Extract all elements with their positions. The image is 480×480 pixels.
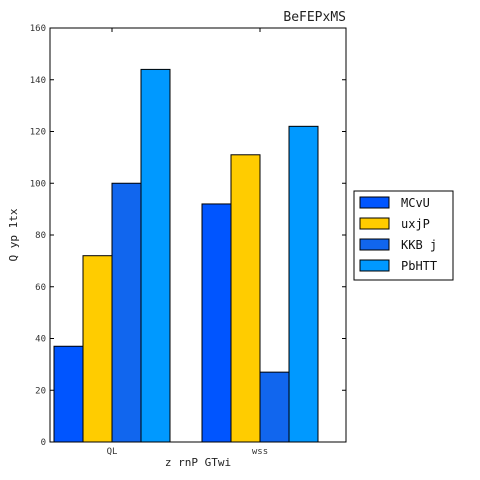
legend: MCvU uxjP KKB j PbHTT [353,190,454,281]
y-tick-label: 140 [30,76,46,86]
y-axis-ticks: 0 20 40 60 80 100 120 140 160 [30,24,346,448]
y-tick-label: 160 [30,24,46,34]
y-tick-label: 80 [35,231,46,241]
legend-label: uxjP [401,217,430,231]
bars-group [53,68,319,443]
bar-uxjP-QL [82,255,113,443]
plot-frame [49,27,347,443]
x-tick-label: QL [107,447,118,457]
x-axis-ticks: QL wss [107,28,268,457]
legend-swatch [359,259,390,272]
y-tick-label: 20 [35,386,46,396]
y-tick-label: 120 [30,128,46,138]
y-axis-title: Q yp 1tx [7,208,20,261]
y-tick-label: 60 [35,283,46,293]
bar-KKB-j-wss [259,371,290,443]
bar-KKB-j-QL [111,182,142,443]
bar-uxjP-wss [230,154,261,443]
bar-MCvU-wss [201,203,232,443]
legend-label: KKB j [401,238,437,252]
legend-label: PbHTT [401,259,437,273]
x-axis-title: z rnP GTwi [165,456,231,469]
y-tick-label: 100 [30,179,46,189]
bar-PbHTT-wss [288,125,319,443]
y-tick-label: 0 [41,438,46,448]
bar-PbHTT-QL [140,68,171,443]
x-tick-label: wss [252,447,268,457]
legend-swatch [359,196,390,209]
legend-swatch [359,238,390,251]
chart-title: BeFEPxMS [283,10,346,25]
y-tick-label: 40 [35,335,46,345]
bar-MCvU-QL [53,345,84,443]
legend-swatch [359,217,390,230]
legend-label: MCvU [401,196,430,210]
